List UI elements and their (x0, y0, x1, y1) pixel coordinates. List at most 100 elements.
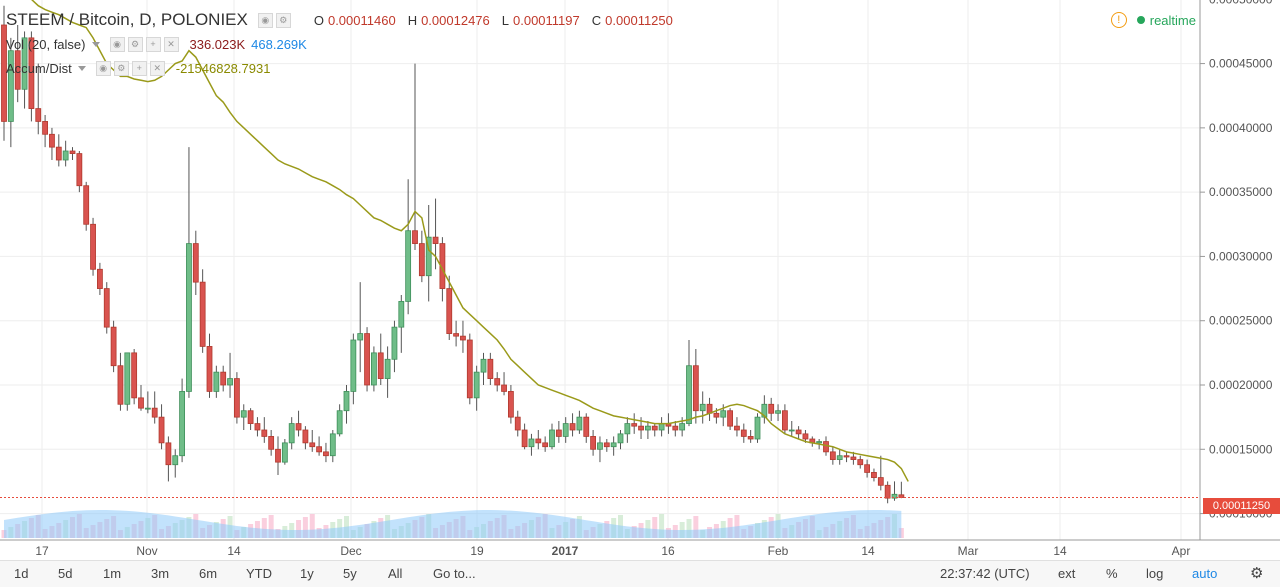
candle (775, 404, 781, 421)
chart-legend: STEEM / Bitcoin, D, POLONIEX ◉ ⚙ O 0.0001… (0, 0, 1200, 90)
eye-icon[interactable]: ◉ (95, 61, 111, 76)
y-tick-label: 0.00045000 (1209, 57, 1273, 71)
candle (350, 333, 357, 405)
candle (323, 442, 329, 463)
candle (740, 423, 747, 443)
candle (864, 459, 870, 478)
candle-body (795, 429, 802, 435)
candle (501, 372, 507, 396)
open-key: O (313, 12, 324, 28)
candle-body (460, 335, 466, 341)
candle-body (343, 391, 350, 412)
goto-button[interactable]: Go to... (433, 566, 476, 581)
vol-indicator-label[interactable]: Vol (20, false) (6, 37, 86, 52)
candle (158, 404, 165, 450)
candle (877, 455, 884, 491)
warning-icon[interactable]: ! (1110, 12, 1127, 28)
timeframe-all[interactable]: All (388, 566, 403, 581)
percent-toggle[interactable]: % (1106, 566, 1118, 581)
candle (151, 391, 158, 424)
chevron-down-icon[interactable] (91, 42, 100, 47)
candle (617, 430, 624, 450)
plus-icon[interactable]: + (145, 37, 161, 52)
candle-body (350, 339, 357, 392)
timeframe-5d[interactable]: 5d (58, 566, 73, 581)
accum-indicator-label[interactable]: Accum/Dist (6, 61, 72, 76)
candle-body (377, 352, 384, 379)
candle-body (316, 446, 323, 453)
volume-bar (693, 516, 699, 538)
candle (213, 365, 220, 398)
auto-toggle[interactable]: auto (1192, 566, 1218, 581)
candle (494, 372, 501, 392)
candle (884, 481, 891, 504)
candle-body (323, 451, 329, 457)
candle (453, 320, 460, 347)
candle (692, 349, 699, 424)
candle (131, 349, 138, 405)
candle (69, 147, 76, 160)
candle (418, 230, 425, 283)
candle (597, 436, 603, 463)
clock-readout[interactable]: 22:37:42 (UTC) (940, 566, 1030, 581)
candle (603, 439, 610, 452)
symbol-title[interactable]: STEEM / Bitcoin, D, POLONIEX (6, 10, 248, 29)
candle-body (240, 410, 247, 418)
low-value: 0.00011197 (513, 12, 580, 28)
candle (220, 365, 227, 392)
volume-bar (302, 517, 308, 538)
chevron-down-icon[interactable] (77, 66, 86, 71)
candle-body (494, 378, 501, 386)
x-tick-label: Feb (768, 544, 789, 558)
settings-icon[interactable]: ⚙ (127, 37, 143, 52)
low-key: L (501, 12, 509, 28)
timeframe-6m[interactable]: 6m (199, 566, 218, 581)
candle (754, 413, 761, 443)
gear-icon[interactable]: ⚙ (1250, 565, 1264, 582)
log-toggle[interactable]: log (1146, 566, 1164, 581)
candle (460, 320, 466, 353)
timeframe-ytd[interactable]: YTD (246, 566, 272, 581)
chart[interactable]: 0.00050000 0.00045000 0.00040000 0.00035000… (0, 0, 1280, 560)
close-icon[interactable]: ✕ (163, 37, 179, 52)
candle-body (480, 358, 487, 373)
candle (624, 417, 631, 443)
candle (405, 179, 412, 315)
candle (802, 430, 809, 443)
candle (398, 295, 405, 353)
settings-icon[interactable]: ⚙ (275, 12, 291, 28)
timeframe-3m[interactable]: 3m (151, 566, 170, 581)
candle (412, 63, 418, 250)
candle-body (172, 455, 179, 466)
candle (288, 417, 295, 450)
candle-body (165, 442, 172, 466)
timeframe-1d[interactable]: 1d (14, 566, 29, 581)
candle-body (69, 150, 76, 154)
x-tick-label: Dec (340, 544, 361, 558)
volume-bar (261, 518, 267, 538)
eye-icon[interactable]: ◉ (257, 12, 273, 28)
candle-body (329, 433, 336, 457)
candle-body (254, 423, 261, 431)
candle (795, 426, 802, 439)
timeframe-1m[interactable]: 1m (103, 566, 122, 581)
ext-toggle[interactable]: ext (1058, 566, 1076, 581)
y-tick-label: 0.00020000 (1209, 378, 1273, 392)
candle (425, 205, 432, 302)
candle-body (97, 268, 103, 289)
timeframe-1y[interactable]: 1y (300, 566, 314, 581)
candle-body (501, 384, 507, 392)
settings-icon[interactable]: ⚙ (113, 61, 129, 76)
plot-background (0, 0, 1200, 560)
candle-body (891, 493, 898, 499)
x-tick-label: 14 (1053, 544, 1067, 558)
candle (76, 151, 83, 193)
candle-body (151, 407, 158, 418)
eye-icon[interactable]: ◉ (109, 37, 125, 52)
candle-body (816, 441, 823, 444)
close-icon[interactable]: ✕ (149, 61, 165, 76)
timeframe-5y[interactable]: 5y (343, 566, 357, 581)
plus-icon[interactable]: + (131, 61, 147, 76)
candle-body (686, 365, 692, 424)
candle-body (110, 326, 117, 367)
